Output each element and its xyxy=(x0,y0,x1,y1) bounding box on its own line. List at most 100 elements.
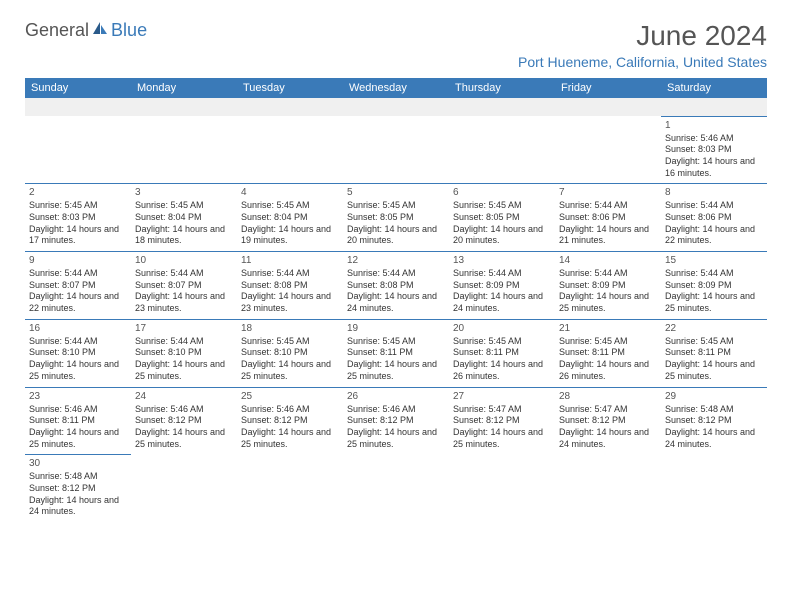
day-number: 4 xyxy=(241,186,339,199)
sunset-text: Sunset: 8:08 PM xyxy=(347,280,445,292)
day-cell: 3Sunrise: 5:45 AMSunset: 8:04 PMDaylight… xyxy=(131,184,237,252)
week-row: 16Sunrise: 5:44 AMSunset: 8:10 PMDayligh… xyxy=(25,319,767,387)
sunset-text: Sunset: 8:06 PM xyxy=(559,212,657,224)
sunset-text: Sunset: 8:05 PM xyxy=(347,212,445,224)
logo-sail-icon xyxy=(91,20,109,41)
sunrise-text: Sunrise: 5:44 AM xyxy=(665,200,763,212)
header: General Blue June 2024 Port Hueneme, Cal… xyxy=(25,20,767,70)
day-cell: 11Sunrise: 5:44 AMSunset: 8:08 PMDayligh… xyxy=(237,252,343,320)
day-cell: 8Sunrise: 5:44 AMSunset: 8:06 PMDaylight… xyxy=(661,184,767,252)
day-cell: 5Sunrise: 5:45 AMSunset: 8:05 PMDaylight… xyxy=(343,184,449,252)
day-number: 23 xyxy=(29,390,127,403)
sunset-text: Sunset: 8:10 PM xyxy=(29,347,127,359)
day-cell xyxy=(555,116,661,184)
sunset-text: Sunset: 8:10 PM xyxy=(241,347,339,359)
sunrise-text: Sunrise: 5:47 AM xyxy=(559,404,657,416)
sunrise-text: Sunrise: 5:46 AM xyxy=(135,404,233,416)
daylight-text: Daylight: 14 hours and 25 minutes. xyxy=(347,359,445,382)
day-number: 21 xyxy=(559,322,657,335)
day-cell: 27Sunrise: 5:47 AMSunset: 8:12 PMDayligh… xyxy=(449,387,555,455)
daylight-text: Daylight: 14 hours and 25 minutes. xyxy=(453,427,551,450)
daylight-text: Daylight: 14 hours and 22 minutes. xyxy=(665,224,763,247)
day-cell: 20Sunrise: 5:45 AMSunset: 8:11 PMDayligh… xyxy=(449,319,555,387)
day-cell: 30Sunrise: 5:48 AMSunset: 8:12 PMDayligh… xyxy=(25,455,131,522)
sunrise-text: Sunrise: 5:44 AM xyxy=(135,336,233,348)
day-number: 26 xyxy=(347,390,445,403)
day-cell xyxy=(131,455,237,522)
sunset-text: Sunset: 8:12 PM xyxy=(559,415,657,427)
day-cell: 24Sunrise: 5:46 AMSunset: 8:12 PMDayligh… xyxy=(131,387,237,455)
dayname-cell: Sunday xyxy=(25,78,131,98)
daylight-text: Daylight: 14 hours and 25 minutes. xyxy=(29,359,127,382)
day-cell xyxy=(131,116,237,184)
day-cell: 29Sunrise: 5:48 AMSunset: 8:12 PMDayligh… xyxy=(661,387,767,455)
day-number: 2 xyxy=(29,186,127,199)
sunrise-text: Sunrise: 5:46 AM xyxy=(241,404,339,416)
sunrise-text: Sunrise: 5:45 AM xyxy=(241,200,339,212)
day-cell xyxy=(343,455,449,522)
sunrise-text: Sunrise: 5:44 AM xyxy=(453,268,551,280)
sunrise-text: Sunrise: 5:48 AM xyxy=(29,471,127,483)
day-number: 10 xyxy=(135,254,233,267)
daylight-text: Daylight: 14 hours and 23 minutes. xyxy=(241,291,339,314)
day-number: 27 xyxy=(453,390,551,403)
day-cell: 25Sunrise: 5:46 AMSunset: 8:12 PMDayligh… xyxy=(237,387,343,455)
sunrise-text: Sunrise: 5:44 AM xyxy=(665,268,763,280)
day-number: 24 xyxy=(135,390,233,403)
logo-text-general: General xyxy=(25,20,89,41)
day-number: 25 xyxy=(241,390,339,403)
daylight-text: Daylight: 14 hours and 25 minutes. xyxy=(665,291,763,314)
sunset-text: Sunset: 8:09 PM xyxy=(559,280,657,292)
daylight-text: Daylight: 14 hours and 22 minutes. xyxy=(29,291,127,314)
sunrise-text: Sunrise: 5:47 AM xyxy=(453,404,551,416)
day-cell: 21Sunrise: 5:45 AMSunset: 8:11 PMDayligh… xyxy=(555,319,661,387)
sunrise-text: Sunrise: 5:45 AM xyxy=(453,200,551,212)
day-cell: 6Sunrise: 5:45 AMSunset: 8:05 PMDaylight… xyxy=(449,184,555,252)
day-cell: 12Sunrise: 5:44 AMSunset: 8:08 PMDayligh… xyxy=(343,252,449,320)
daylight-text: Daylight: 14 hours and 21 minutes. xyxy=(559,224,657,247)
daylight-text: Daylight: 14 hours and 24 minutes. xyxy=(559,427,657,450)
day-number: 11 xyxy=(241,254,339,267)
sunrise-text: Sunrise: 5:45 AM xyxy=(241,336,339,348)
sunset-text: Sunset: 8:11 PM xyxy=(453,347,551,359)
sunrise-text: Sunrise: 5:45 AM xyxy=(135,200,233,212)
sunrise-text: Sunrise: 5:44 AM xyxy=(559,200,657,212)
day-cell: 13Sunrise: 5:44 AMSunset: 8:09 PMDayligh… xyxy=(449,252,555,320)
daylight-text: Daylight: 14 hours and 26 minutes. xyxy=(453,359,551,382)
sunset-text: Sunset: 8:12 PM xyxy=(665,415,763,427)
sunrise-text: Sunrise: 5:46 AM xyxy=(665,133,763,145)
daylight-text: Daylight: 14 hours and 24 minutes. xyxy=(453,291,551,314)
location: Port Hueneme, California, United States xyxy=(518,54,767,70)
sunrise-text: Sunrise: 5:44 AM xyxy=(29,268,127,280)
blank-row xyxy=(25,98,767,116)
dayname-cell: Wednesday xyxy=(343,78,449,98)
sunset-text: Sunset: 8:11 PM xyxy=(29,415,127,427)
week-row: 23 Sunrise: 5:46 AM Sunset: 8:11 PM Dayligh… xyxy=(25,387,767,455)
day-number: 30 xyxy=(29,457,127,470)
sunset-text: Sunset: 8:11 PM xyxy=(347,347,445,359)
sunset-text: Sunset: 8:05 PM xyxy=(453,212,551,224)
sunrise-text: Sunrise: 5:45 AM xyxy=(559,336,657,348)
month-title: June 2024 xyxy=(518,20,767,52)
sunset-text: Sunset: 8:12 PM xyxy=(135,415,233,427)
day-cell xyxy=(449,455,555,522)
day-number: 1 xyxy=(665,119,763,132)
day-cell xyxy=(25,116,131,184)
sunset-text: Sunset: 8:07 PM xyxy=(135,280,233,292)
sunrise-text: Sunrise: 5:48 AM xyxy=(665,404,763,416)
day-number: 19 xyxy=(347,322,445,335)
sunset-text: Sunset: 8:12 PM xyxy=(347,415,445,427)
day-number: 14 xyxy=(559,254,657,267)
daylight-text: Daylight: 14 hours and 25 minutes. xyxy=(135,359,233,382)
day-number: 3 xyxy=(135,186,233,199)
day-number: 17 xyxy=(135,322,233,335)
sunset-text: Sunset: 8:12 PM xyxy=(453,415,551,427)
calendar: SundayMondayTuesdayWednesdayThursdayFrid… xyxy=(25,78,767,522)
sunrise-text: Sunrise: 5:44 AM xyxy=(241,268,339,280)
dayname-row: SundayMondayTuesdayWednesdayThursdayFrid… xyxy=(25,78,767,98)
dayname-cell: Thursday xyxy=(449,78,555,98)
day-number: 22 xyxy=(665,322,763,335)
daylight-text: Daylight: 14 hours and 24 minutes. xyxy=(665,427,763,450)
day-number: 12 xyxy=(347,254,445,267)
sunset-text: Sunset: 8:12 PM xyxy=(29,483,127,495)
